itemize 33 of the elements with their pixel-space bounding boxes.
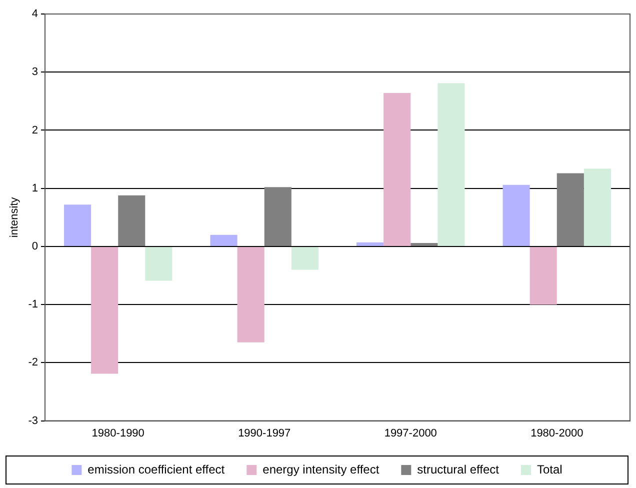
bar (410, 242, 438, 246)
y-tick-label: 4 (32, 8, 38, 20)
legend-label: energy intensity effect (262, 462, 380, 476)
y-tick-label: 3 (32, 66, 38, 78)
bar (145, 246, 172, 281)
legend-label: structural effect (417, 462, 500, 476)
legend-label: emission coefficient effect (88, 462, 226, 476)
y-axis-title: intensity (8, 196, 21, 238)
bar (438, 83, 465, 246)
bar (502, 184, 530, 246)
x-tick-label: 1997-2000 (384, 427, 437, 440)
x-tick-label: 1980-2000 (530, 427, 584, 440)
y-tick-label: -2 (28, 356, 38, 369)
bar (64, 204, 92, 246)
y-tick-label: 1 (32, 182, 38, 194)
x-tick-label: 1980-1990 (92, 427, 144, 440)
legend-label: Total (536, 462, 562, 476)
y-tick-label: 2 (32, 124, 38, 136)
bar (91, 246, 118, 374)
x-tick-label: 1990-1997 (238, 427, 291, 440)
y-tick-label: -1 (28, 298, 38, 311)
bar (210, 234, 238, 246)
bar (384, 93, 411, 246)
bar (530, 246, 557, 305)
bar (237, 246, 264, 342)
bar (356, 242, 384, 246)
y-tick-label: 0 (32, 240, 38, 252)
bar (118, 195, 146, 246)
bar (291, 246, 318, 270)
y-tick-label: -3 (28, 414, 38, 427)
bar (556, 173, 584, 246)
bar (264, 187, 292, 246)
bar (584, 168, 611, 246)
